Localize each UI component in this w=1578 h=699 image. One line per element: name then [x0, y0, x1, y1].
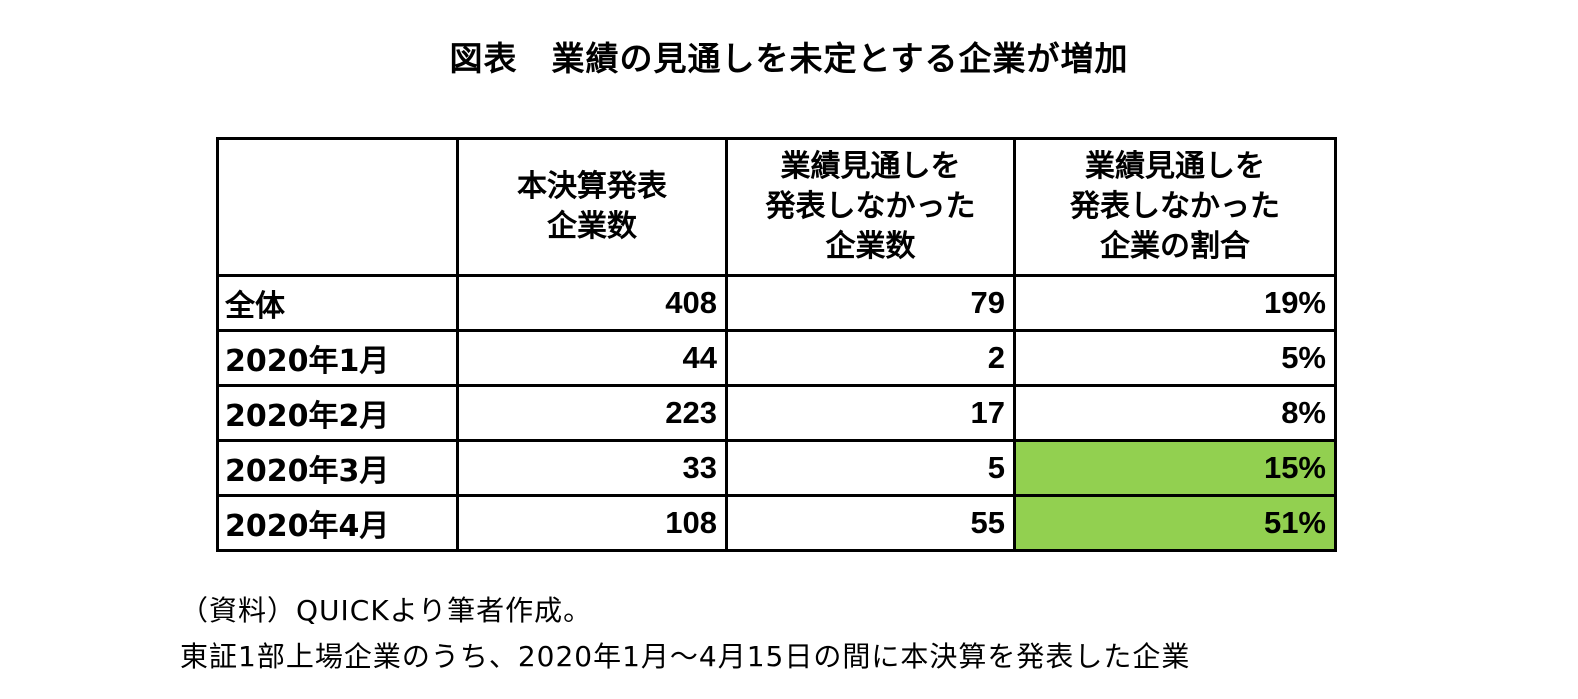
header-announced-line: 本決算発表: [517, 169, 667, 204]
header-ratio-line: 業績見通しを: [1085, 149, 1265, 184]
no-forecast-count-cell: 17: [725, 384, 1016, 442]
row-label: 2020年1月: [216, 329, 459, 387]
no-forecast-count-cell: 2: [725, 329, 1016, 387]
source-note: （資料）QUICKより筆者作成。: [180, 594, 593, 627]
announced-count-cell: 44: [456, 329, 728, 387]
table-row: 2020年3月 33 5 15%: [216, 439, 1337, 497]
announced-count-cell: 33: [456, 439, 728, 497]
no-forecast-count-cell: 5: [725, 439, 1016, 497]
data-table: 本決算発表 企業数 業績見通しを 発表しなかった 企業数 業績見通しを 発表しな…: [216, 137, 1337, 552]
row-label: 2020年4月: [216, 494, 459, 552]
no-forecast-count-cell: 79: [725, 274, 1016, 332]
header-no-forecast-line: 業績見通しを: [780, 149, 961, 184]
announced-count-cell: 223: [456, 384, 728, 442]
ratio-cell: 19%: [1013, 274, 1337, 332]
header-ratio-line: 発表しなかった: [1070, 189, 1280, 224]
ratio-cell: 8%: [1013, 384, 1337, 442]
no-forecast-count-cell: 55: [725, 494, 1016, 552]
header-no-forecast-line: 企業数: [825, 229, 916, 264]
table-row: 2020年1月 44 2 5%: [216, 329, 1337, 387]
announced-count-cell: 108: [456, 494, 728, 552]
row-label: 2020年2月: [216, 384, 459, 442]
ratio-cell: 15%: [1013, 439, 1337, 497]
announced-count-cell: 408: [456, 274, 728, 332]
table-row: 2020年4月 108 55 51%: [216, 494, 1337, 552]
header-row: 本決算発表 企業数 業績見通しを 発表しなかった 企業数 業績見通しを 発表しな…: [216, 137, 1337, 277]
header-ratio: 業績見通しを 発表しなかった 企業の割合: [1013, 137, 1337, 277]
scope-note: 東証1部上場企業のうち、2020年1月～4月15日の間に本決算を発表した企業: [180, 640, 1191, 673]
row-label: 全体: [216, 274, 459, 332]
ratio-cell: 5%: [1013, 329, 1337, 387]
header-no-forecast-line: 発表しなかった: [765, 189, 976, 224]
header-announced-line: 企業数: [547, 209, 637, 244]
header-ratio-line: 企業の割合: [1100, 229, 1250, 264]
ratio-cell: 51%: [1013, 494, 1337, 552]
header-empty-cell: [216, 137, 459, 277]
row-label: 2020年3月: [216, 439, 459, 497]
table-row: 2020年2月 223 17 8%: [216, 384, 1337, 442]
header-announced: 本決算発表 企業数: [456, 137, 728, 277]
figure-title: 図表 業績の見通しを未定とする企業が増加: [449, 39, 1129, 78]
table-row: 全体 408 79 19%: [216, 274, 1337, 332]
header-no-forecast: 業績見通しを 発表しなかった 企業数: [725, 137, 1016, 277]
